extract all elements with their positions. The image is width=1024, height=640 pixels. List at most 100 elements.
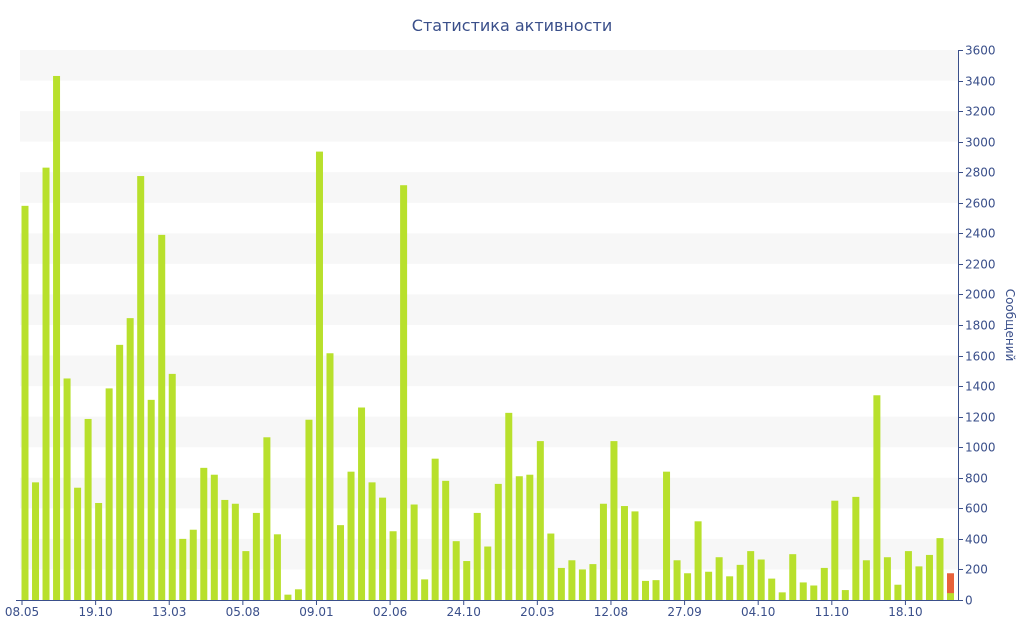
bar [904, 551, 912, 600]
grid-band [20, 50, 958, 81]
x-tick-label: 04.10 [741, 605, 775, 619]
bar [557, 567, 565, 600]
bar [652, 580, 660, 600]
grid-band [20, 477, 958, 509]
bar [473, 512, 481, 600]
y-tick-label: 1200 [965, 411, 996, 425]
axes-group: 0 200 400 600 800 1000 1200 1400 1600 1800 2000 220… [5, 44, 996, 620]
bar [410, 504, 418, 600]
y-tick-label: 3000 [965, 136, 996, 150]
x-tick-label: 02.06 [373, 605, 407, 619]
bar [715, 557, 723, 600]
bar [210, 474, 218, 600]
bar [915, 566, 923, 600]
bar [862, 560, 870, 600]
y-tick-label: 3400 [965, 75, 996, 89]
bar [599, 503, 607, 600]
bar [179, 538, 187, 600]
bar [126, 318, 134, 601]
bar [610, 441, 618, 600]
bar [442, 480, 450, 600]
bar [326, 353, 334, 600]
y-tick-label: 1600 [965, 350, 996, 364]
bar [547, 533, 555, 600]
bar [158, 234, 166, 601]
bar [74, 487, 82, 600]
bar [379, 497, 387, 600]
bar [168, 373, 176, 600]
bar [494, 483, 502, 600]
y-tick-label: 200 [965, 563, 988, 577]
grid-bands [20, 50, 958, 570]
bar [463, 561, 471, 600]
bar [273, 534, 281, 600]
x-tick-label: 12.08 [594, 605, 628, 619]
bar [294, 589, 302, 600]
bar [84, 418, 92, 600]
x-tick-label: 24.10 [447, 605, 481, 619]
bar [578, 569, 586, 600]
bar [642, 580, 650, 600]
grid-band [20, 416, 958, 448]
bar [778, 592, 786, 600]
bar [789, 554, 797, 600]
bar [116, 344, 124, 600]
bar [705, 571, 713, 600]
y-tick-label: 600 [965, 502, 988, 516]
bar [242, 551, 250, 600]
x-tick-label: 09.01 [299, 605, 333, 619]
bar [484, 546, 492, 600]
bar [631, 511, 639, 600]
bar [95, 502, 103, 600]
x-tick-label: 08.05 [5, 605, 39, 619]
bar [589, 564, 597, 600]
grid-band [20, 111, 958, 142]
y-tick-label: 2800 [965, 166, 996, 180]
bar [883, 557, 891, 600]
bar [231, 503, 239, 600]
bar [42, 167, 50, 600]
bar [21, 205, 29, 600]
grid-band [20, 233, 958, 264]
bar [389, 531, 397, 600]
bar [505, 412, 513, 600]
bar [526, 474, 534, 600]
bar [925, 554, 933, 600]
bar [200, 467, 208, 600]
bar [337, 525, 345, 600]
y-tick-label: 0 [965, 594, 973, 608]
bar [452, 541, 460, 600]
y-tick-label: 2200 [965, 258, 996, 272]
x-tick-label: 20.03 [520, 605, 554, 619]
bar [684, 573, 692, 600]
bar [820, 567, 828, 600]
bar [936, 538, 944, 601]
bar [663, 471, 671, 600]
bar-highlight [947, 573, 954, 600]
bar [841, 590, 849, 600]
bar [358, 407, 366, 600]
bar [137, 176, 145, 601]
bar [568, 560, 576, 600]
bar [315, 151, 323, 600]
x-tick-label: 18.10 [888, 605, 922, 619]
bar [53, 75, 61, 601]
bar [421, 579, 429, 601]
bar [221, 499, 229, 600]
x-tick-label: 27.09 [667, 605, 701, 619]
bar [620, 506, 628, 600]
bar [873, 395, 881, 600]
bar [799, 582, 807, 600]
y-tick-label: 3200 [965, 105, 996, 119]
bar [305, 419, 313, 600]
bar [63, 378, 71, 600]
grid-band [20, 355, 958, 387]
bar [810, 585, 818, 600]
bar [368, 482, 376, 600]
bar [536, 441, 544, 600]
chart-title: Статистика активности [412, 16, 612, 35]
x-tick-label: 13.03 [152, 605, 186, 619]
grid-band [20, 172, 958, 203]
